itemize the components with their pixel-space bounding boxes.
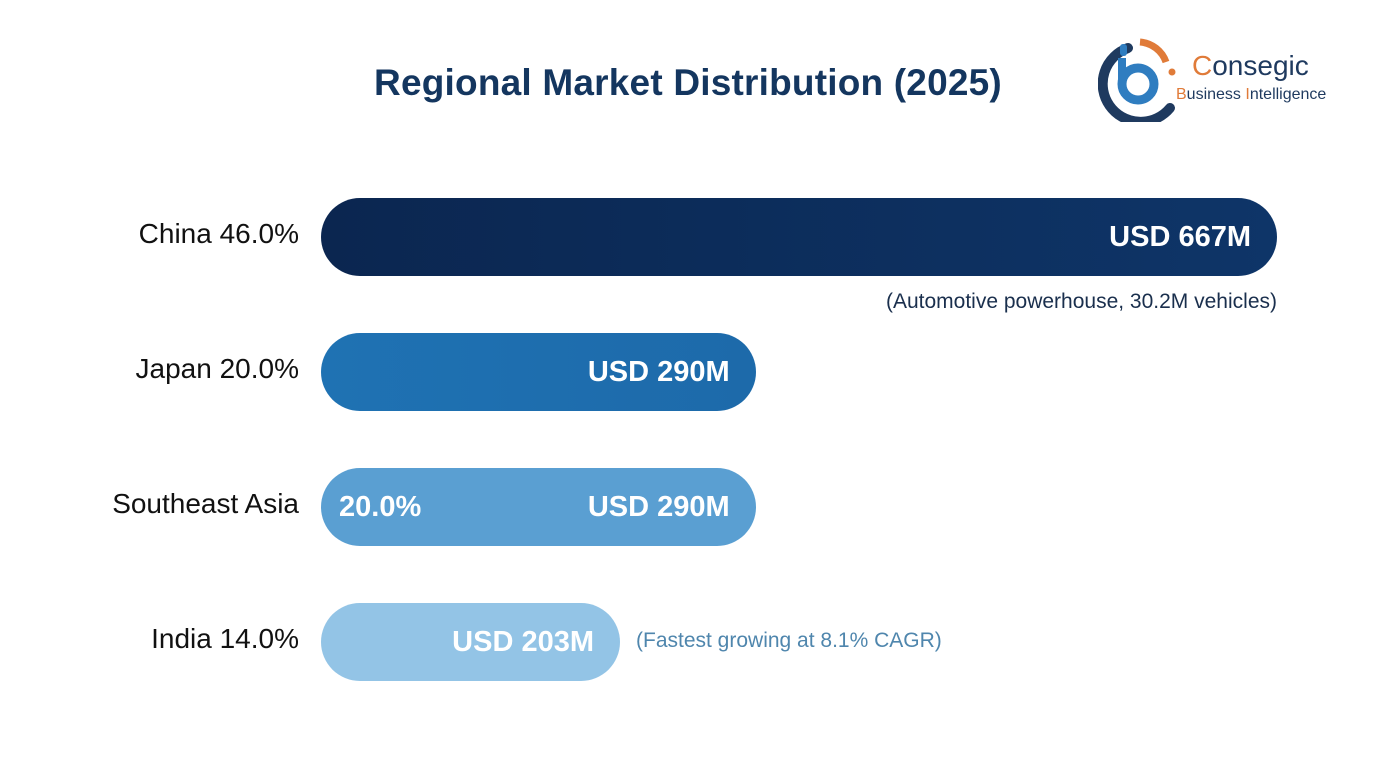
- bar-southeast-asia: 20.0% USD 290M: [321, 468, 756, 546]
- bar-value-label: USD 203M: [452, 626, 594, 658]
- bar-value-label: USD 290M: [587, 356, 730, 388]
- chart-title: Regional Market Distribution (2025): [374, 62, 1002, 103]
- logo-tagline: Business Intelligence: [1176, 86, 1327, 103]
- bar-value-label: USD 290M: [587, 491, 730, 523]
- consegic-logo: Consegic Business Intelligence: [1097, 36, 1348, 127]
- row-label: Southeast Asia: [112, 488, 299, 519]
- row-label: India 14.0%: [151, 623, 299, 654]
- bar-share-label: 20.0%: [339, 491, 422, 523]
- bar-india: USD 203M: [321, 603, 620, 681]
- logo-mark-icon: [1097, 38, 1176, 127]
- row-label: Japan 20.0%: [135, 353, 299, 384]
- row-label: China 46.0%: [138, 218, 299, 249]
- bar-value-label: USD 667M: [1109, 221, 1251, 253]
- logo-name: Consegic: [1192, 50, 1309, 81]
- bar-china: USD 667M: [321, 198, 1277, 276]
- bar-annotation: (Automotive powerhouse, 30.2M vehicles): [885, 290, 1277, 313]
- bar-japan: USD 290M: [321, 333, 756, 411]
- bar-annotation: (Fastest growing at 8.1% CAGR): [636, 629, 942, 652]
